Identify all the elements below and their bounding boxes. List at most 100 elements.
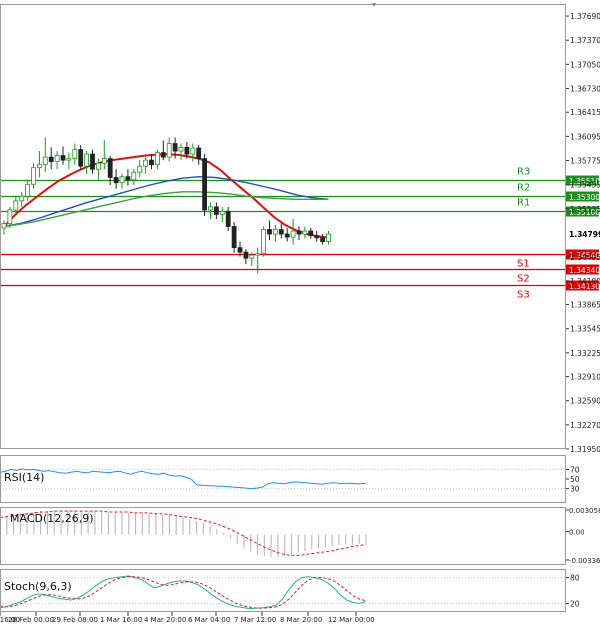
candle-body: [31, 167, 36, 185]
stoch-panel-frame: [0, 569, 566, 612]
candle-body: [107, 158, 113, 178]
candle-body: [154, 152, 160, 166]
candle: [320, 234, 326, 245]
candle-body: [25, 183, 31, 197]
stoch-main-line: [0, 575, 367, 610]
candle: [196, 145, 202, 165]
candle: [178, 143, 184, 161]
price-tick-label: 1.32910: [570, 373, 600, 382]
price-tick-label: 1.32590: [570, 397, 600, 406]
candle-body: [66, 158, 72, 161]
ma-line-blue: [3, 175, 329, 228]
candle-body: [290, 230, 296, 238]
time-tick-label: 29 Feb 08:00: [52, 616, 98, 624]
stoch-title: Stoch(9,6,3): [4, 580, 72, 593]
candle: [261, 226, 267, 257]
time-tick-label: 12 Mar 00:00: [328, 616, 375, 624]
price-axis: 1.37690 1.37370 1.37050 1.36730 1.36415 1.360…: [565, 12, 600, 454]
rsi-tick-label: 30: [570, 485, 580, 494]
candle: [131, 169, 137, 186]
candle: [290, 218, 296, 245]
macd-tick-label: 0.003058: [569, 507, 600, 515]
candle-body: [143, 159, 149, 167]
candle-body: [249, 254, 255, 259]
candle-body: [160, 152, 166, 158]
price-tick-label: 1.37690: [570, 12, 600, 21]
candle-body: [166, 143, 172, 158]
candle-body: [37, 164, 42, 169]
candle-body: [225, 211, 231, 227]
candle: [78, 145, 84, 170]
candle: [237, 241, 243, 257]
candle: [184, 142, 190, 159]
price-tick-label: 1.36415: [570, 108, 600, 117]
candle: [272, 224, 278, 242]
candle-body: [149, 159, 154, 166]
price-tick-label: 1.33865: [570, 301, 600, 310]
stoch-tick-label: 80: [570, 574, 580, 583]
time-tick-label: 28 Feb 00:00: [8, 616, 54, 624]
time-tick-label: 1 Mar 16:00: [100, 616, 142, 624]
candle-body: [296, 230, 302, 235]
current-price-label: 1.34799: [569, 230, 600, 239]
candle: [90, 149, 95, 174]
candle: [48, 147, 54, 170]
candle: [137, 160, 143, 178]
candle-body: [231, 226, 237, 249]
price-tick-label: 1.34180: [570, 277, 600, 286]
candle: [96, 158, 101, 180]
rsi-tick-label: 70: [570, 465, 580, 474]
price-tick-label: 1.32270: [570, 421, 600, 430]
candle: [143, 154, 149, 174]
candle-body: [96, 162, 101, 170]
macd-tick-label: 0.00: [569, 529, 585, 537]
candle: [326, 231, 331, 245]
candle-body: [213, 206, 219, 215]
price-tick-label: 1.35455: [570, 181, 600, 190]
time-tick-label: 8 Mar 20:00: [280, 616, 322, 624]
candle: [160, 140, 166, 161]
rsi-line: [0, 468, 367, 490]
price-tick-label: 1.35135: [570, 205, 600, 214]
candle: [213, 202, 219, 219]
rsi-tick-label: 50: [570, 475, 580, 484]
candle-body: [178, 146, 184, 152]
candle-body: [125, 176, 131, 181]
candle: [208, 202, 213, 219]
candle-body: [278, 229, 284, 235]
ma-line-green: [3, 191, 329, 228]
candle: [154, 149, 160, 170]
level-price-label-s1: 1.34540: [569, 251, 600, 260]
candle-body: [119, 176, 125, 184]
scroll-marker-icon: [372, 3, 376, 7]
candle-body: [202, 158, 208, 211]
candle-body: [90, 153, 95, 170]
candle: [37, 151, 42, 178]
candle: [119, 173, 125, 189]
candle: [278, 223, 284, 239]
candle-body: [320, 237, 326, 242]
candle-body: [72, 149, 78, 160]
candle: [66, 152, 72, 170]
level-price-tag-s3: [566, 280, 599, 291]
level-price-tag-s2: [566, 264, 599, 275]
price-tick-label: 1.36095: [570, 132, 600, 141]
level-price-tag-r1: [566, 206, 599, 217]
level-name-s2: S2: [517, 274, 530, 285]
pivot-levels: R3 1.35510 R2 1.35300 R1 1.35100 S1 1.34540 S2 1.…: [0, 167, 600, 301]
candle: [42, 137, 48, 173]
candle: [125, 169, 131, 186]
candle-body: [243, 251, 249, 259]
level-price-label-r2: 1.35300: [569, 193, 600, 202]
level-name-s1: S1: [517, 259, 530, 270]
price-tick-label: 1.37050: [570, 60, 600, 69]
candle: [101, 139, 107, 170]
candle-body: [7, 209, 13, 224]
time-tick-label: 4 Mar 20:00: [144, 616, 186, 624]
price-panel: R3 1.35510 R2 1.35300 R1 1.35100 S1 1.34540 S2 1.…: [0, 12, 600, 454]
candle: [202, 154, 208, 216]
candle-body: [261, 229, 267, 255]
